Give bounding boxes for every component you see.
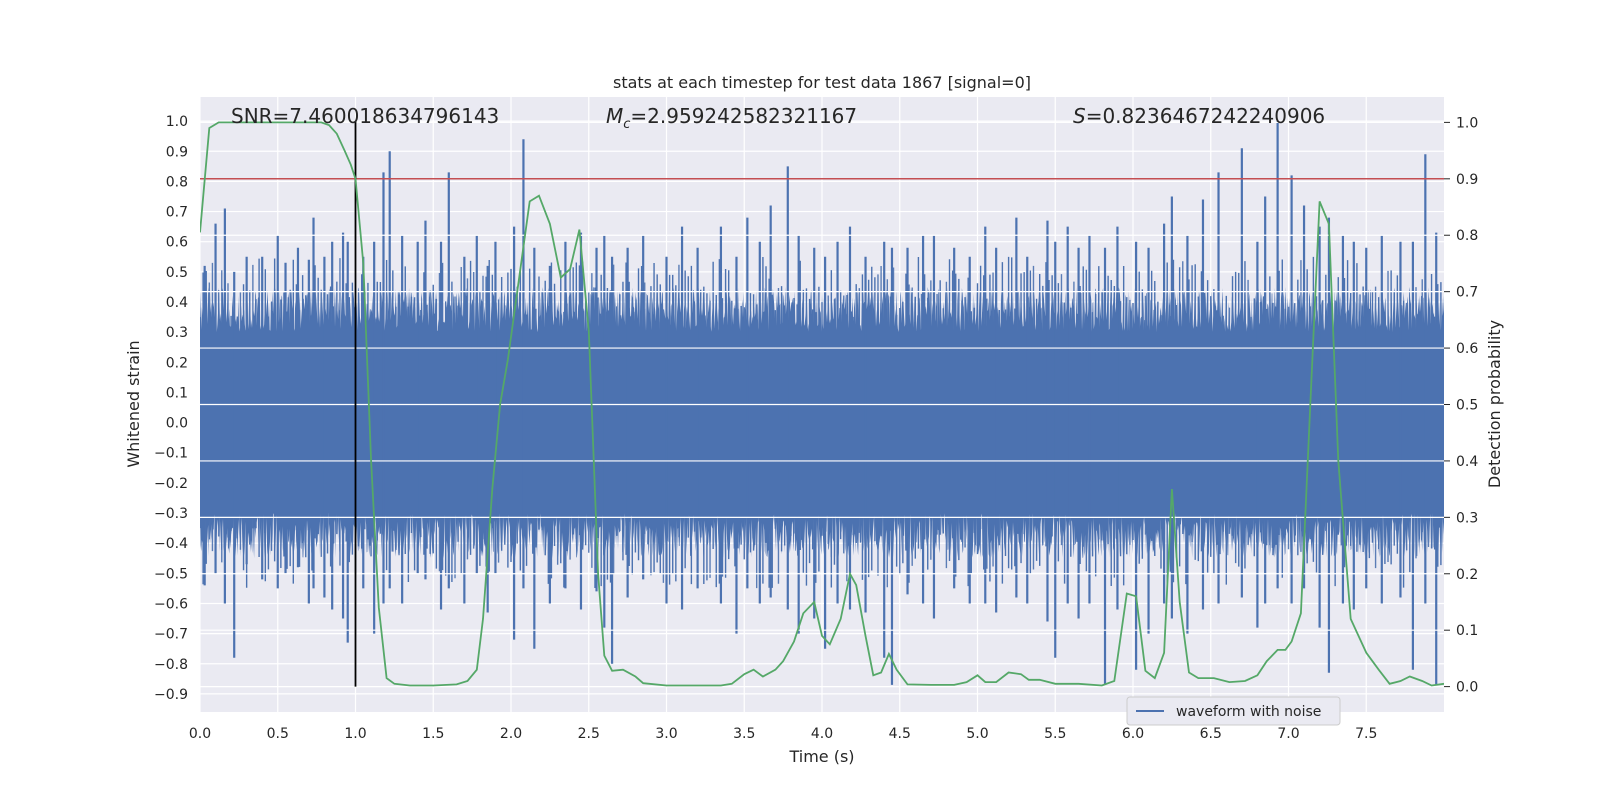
right-tick-label: 0.7 [1456, 285, 1478, 301]
waveform-series [200, 121, 1444, 685]
left-tick-label: 0.6 [166, 235, 188, 251]
right-tick-label: 1.0 [1456, 115, 1478, 131]
x-tick-label: 5.5 [1044, 726, 1066, 742]
x-tick-label: 6.0 [1122, 726, 1144, 742]
x-tick-label: 7.0 [1277, 726, 1299, 742]
right-tick-label: 0.3 [1456, 510, 1478, 526]
x-tick-label: 3.5 [733, 726, 755, 742]
x-tick-label: 4.5 [889, 726, 911, 742]
left-tick-label: 0.1 [166, 385, 188, 401]
x-tick-label: 2.0 [500, 726, 522, 742]
right-tick-label: 0.9 [1456, 172, 1478, 188]
right-axis-label: Detection probability [1485, 320, 1504, 488]
left-tick-label: −0.6 [154, 596, 188, 612]
legend-label: waveform with noise [1176, 704, 1321, 720]
left-tick-label: 1.0 [166, 114, 188, 130]
left-tick-label: −0.2 [154, 476, 188, 492]
x-axis-label: Time (s) [788, 747, 854, 766]
left-tick-label: 0.4 [166, 295, 188, 311]
left-axis-label: Whitened strain [124, 340, 143, 467]
right-tick-label: 0.1 [1456, 623, 1478, 639]
left-tick-label: −0.7 [154, 627, 188, 643]
left-tick-label: 0.8 [166, 174, 188, 190]
probability-series-line [200, 121, 1444, 687]
left-tick-label: 0.2 [166, 355, 188, 371]
right-tick-label: 0.5 [1456, 398, 1478, 414]
chart-title: stats at each timestep for test data 186… [613, 73, 1031, 92]
left-tick-label: 0.0 [166, 416, 188, 432]
x-tick-label: 6.5 [1200, 726, 1222, 742]
x-tick-label: 2.5 [578, 726, 600, 742]
s-annotation: S=0.8236467242240906 [1073, 104, 1325, 128]
left-tick-label: 0.7 [166, 205, 188, 221]
left-tick-label: −0.4 [154, 536, 188, 552]
x-tick-label: 1.5 [422, 726, 444, 742]
left-tick-label: −0.9 [154, 687, 188, 703]
left-tick-label: 0.9 [166, 144, 188, 160]
legend: waveform with noise [1126, 696, 1341, 726]
right-axis-ticks: 1.0 0.9 0.8 0.7 0.6 0.5 0.4 0.3 0.2 0.1 0.0 [1444, 115, 1478, 696]
right-tick-label: 0.0 [1456, 680, 1478, 696]
x-tick-label: 0.5 [267, 726, 289, 742]
x-tick-label: 5.0 [966, 726, 988, 742]
x-axis-ticks: 0.0 0.5 1.0 1.5 2.0 2.5 3.0 3.5 4.0 4.5 5.0 5.5 6.0 6… [189, 726, 1378, 742]
legend-box [1126, 696, 1341, 726]
left-axis-ticks: 1.0 0.9 0.8 0.7 0.6 0.5 0.4 0.3 0.2 0.1 0.0 −0.1 −0.… [154, 114, 188, 703]
left-tick-label: −0.5 [154, 566, 188, 582]
chirp-mass-annotation: Mc=2.959242582321167 [606, 104, 857, 132]
x-tick-label: 4.0 [811, 726, 833, 742]
left-tick-label: −0.3 [154, 506, 188, 522]
left-tick-label: 0.3 [166, 325, 188, 341]
right-tick-label: 0.2 [1456, 567, 1478, 583]
x-tick-label: 3.0 [655, 726, 677, 742]
left-tick-label: −0.8 [154, 657, 188, 673]
left-tick-label: 0.5 [166, 265, 188, 281]
right-tick-label: 0.8 [1456, 228, 1478, 244]
snr-annotation: SNR=7.460018634796143 [231, 104, 499, 128]
left-tick-label: −0.1 [154, 446, 188, 462]
x-tick-label: 0.0 [189, 726, 211, 742]
right-tick-label: 0.6 [1456, 341, 1478, 357]
x-tick-label: 1.0 [344, 726, 366, 742]
right-tick-label: 0.4 [1456, 454, 1478, 470]
x-tick-label: 7.5 [1355, 726, 1377, 742]
